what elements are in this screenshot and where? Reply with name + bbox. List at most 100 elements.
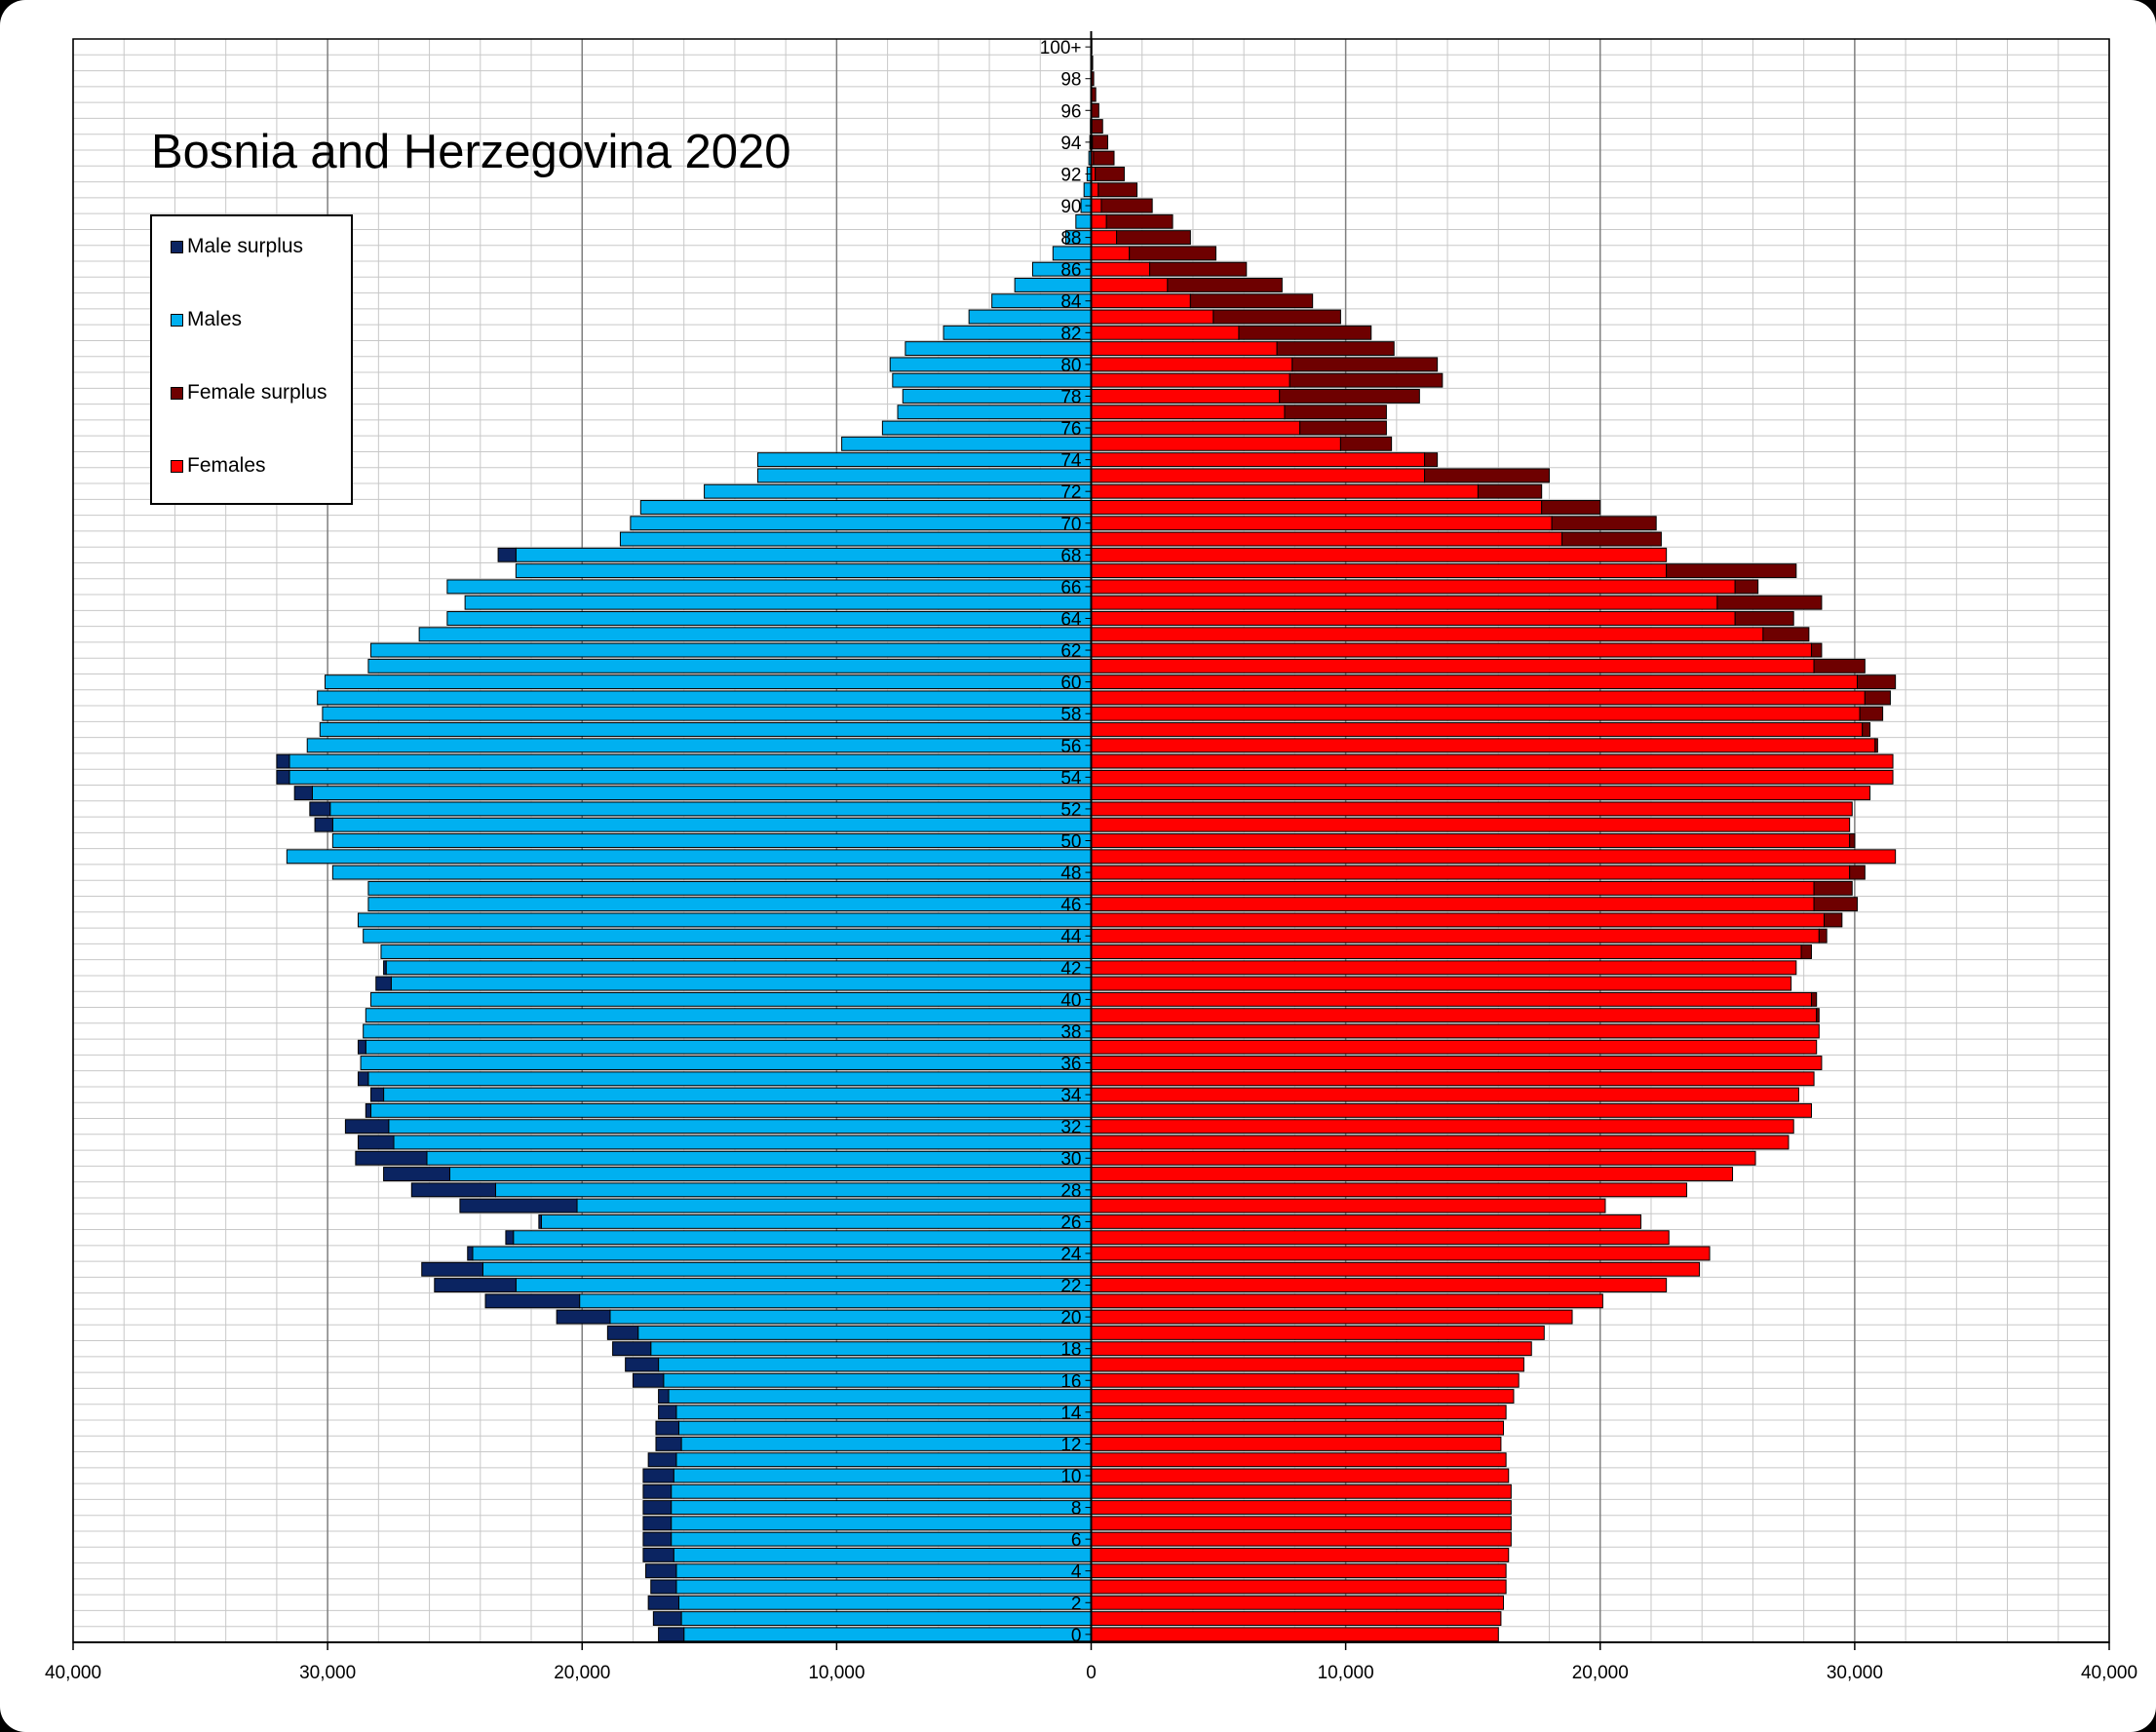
bar-females xyxy=(1091,642,1812,658)
bar-male-surplus xyxy=(650,1579,677,1595)
bar-females xyxy=(1091,1071,1815,1087)
bar-females xyxy=(1091,420,1301,436)
bar-male-surplus xyxy=(309,801,331,817)
bar-females xyxy=(1091,1102,1812,1118)
bar-females xyxy=(1091,198,1102,213)
bar-female-surplus xyxy=(1849,865,1866,880)
bar-males xyxy=(390,976,1092,991)
bar-males xyxy=(311,786,1092,801)
bar-female-surplus xyxy=(1810,642,1823,658)
bar-males xyxy=(325,674,1093,690)
bar-females xyxy=(1091,1483,1512,1499)
bar-males xyxy=(680,1436,1092,1451)
bar-male-surplus xyxy=(658,1405,677,1420)
bar-females xyxy=(1091,1135,1790,1150)
bar-females xyxy=(1091,1150,1756,1166)
bar-males xyxy=(370,991,1092,1007)
bar-males xyxy=(331,817,1093,832)
bar-males xyxy=(385,960,1092,976)
bar-male-surplus xyxy=(344,1119,390,1135)
bar-female-surplus xyxy=(1213,309,1341,325)
bar-females xyxy=(1091,436,1341,451)
bar-female-surplus xyxy=(1095,166,1125,181)
bar-females xyxy=(1091,897,1815,912)
bar-males xyxy=(683,1627,1092,1642)
bar-males xyxy=(671,1531,1092,1547)
bar-males xyxy=(680,1611,1092,1627)
bar-females xyxy=(1091,1293,1603,1309)
bar-female-surplus xyxy=(1091,102,1099,118)
bar-males xyxy=(540,1213,1092,1229)
bar-male-surplus xyxy=(652,1611,682,1627)
bar-females xyxy=(1091,468,1426,483)
bar-males xyxy=(673,1468,1092,1483)
legend-item-males: Males xyxy=(171,308,242,331)
bar-females xyxy=(1091,722,1864,737)
x-tick-label: 30,000 xyxy=(299,1663,356,1683)
bar-females xyxy=(1091,1167,1734,1181)
bar-females xyxy=(1091,611,1736,626)
bar-females xyxy=(1091,944,1802,959)
bar-males xyxy=(1083,182,1092,198)
bar-males xyxy=(446,579,1092,595)
bar-female-surplus xyxy=(1862,722,1871,737)
bar-female-surplus xyxy=(1813,658,1866,674)
bar-females xyxy=(1091,1261,1701,1277)
bar-males xyxy=(367,880,1092,896)
axes: 40,000 30,000 20,000 10,000 0 10,000 20,000 30,… xyxy=(45,31,2137,1683)
bar-male-surplus xyxy=(383,960,387,976)
bar-males xyxy=(756,468,1093,483)
bar-females xyxy=(1091,516,1553,531)
bar-males xyxy=(630,516,1093,531)
age-label: 52 xyxy=(1060,800,1081,821)
bar-females xyxy=(1091,261,1151,277)
bar-male-surplus xyxy=(632,1372,665,1388)
bar-female-surplus xyxy=(1762,627,1810,642)
legend-label-males: Males xyxy=(187,308,243,330)
bar-males xyxy=(576,1198,1092,1213)
bar-males xyxy=(367,658,1092,674)
bar-females xyxy=(1091,213,1107,229)
bar-males xyxy=(756,452,1093,468)
bar-male-surplus xyxy=(655,1436,682,1451)
bar-males xyxy=(306,738,1092,753)
bar-males xyxy=(360,1056,1093,1070)
bar-males xyxy=(677,1420,1092,1436)
age-label: 82 xyxy=(1060,324,1081,344)
age-label: 34 xyxy=(1060,1086,1082,1106)
x-tick-label: 10,000 xyxy=(808,1663,865,1683)
bar-female-surplus xyxy=(1284,404,1387,420)
bar-male-surplus xyxy=(658,1627,685,1642)
bar-females xyxy=(1091,325,1240,340)
bar-males xyxy=(448,1167,1092,1181)
x-tick-label: 30,000 xyxy=(1827,1663,1883,1683)
bar-females xyxy=(1091,690,1866,706)
bar-male-surplus xyxy=(410,1182,496,1198)
x-tick-label: 40,000 xyxy=(45,1663,101,1683)
legend-swatch-males xyxy=(171,313,183,327)
bar-males xyxy=(393,1135,1092,1150)
bar-females xyxy=(1091,1436,1502,1451)
bar-females xyxy=(1091,1531,1512,1547)
bar-males xyxy=(675,1452,1093,1468)
age-label: 62 xyxy=(1060,641,1081,662)
bar-males xyxy=(446,611,1092,626)
bar-males xyxy=(331,833,1093,848)
legend-label-females: Females xyxy=(187,454,266,477)
bar-males xyxy=(418,627,1092,642)
bar-males xyxy=(388,1119,1093,1135)
age-label: 98 xyxy=(1060,70,1081,91)
age-label: 32 xyxy=(1060,1118,1081,1138)
bar-females xyxy=(1091,1357,1524,1372)
bar-males xyxy=(481,1261,1092,1277)
bar-males xyxy=(663,1372,1092,1388)
bar-males xyxy=(675,1563,1093,1579)
bar-female-surplus xyxy=(1666,563,1797,579)
age-label: 64 xyxy=(1060,609,1082,630)
bar-male-surplus xyxy=(642,1516,673,1531)
age-label: 86 xyxy=(1060,260,1081,281)
bar-male-surplus xyxy=(459,1198,578,1213)
age-label: 20 xyxy=(1060,1308,1081,1328)
bar-males xyxy=(639,500,1093,515)
bar-female-surplus xyxy=(1289,372,1444,388)
